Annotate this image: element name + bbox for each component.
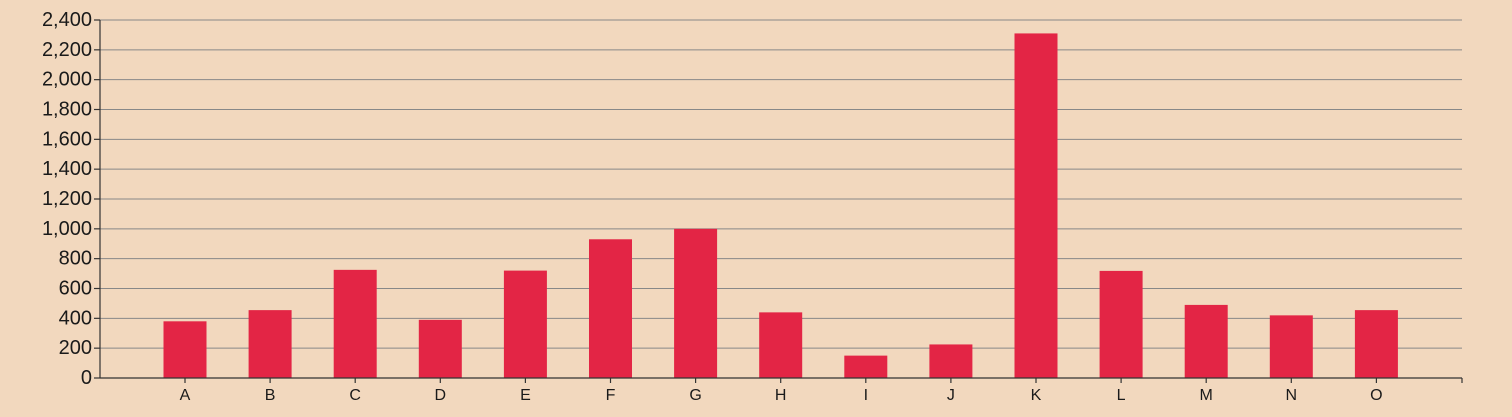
bar-g	[674, 228, 718, 378]
bar-o	[1354, 310, 1398, 378]
y-tick-label: 600	[59, 278, 92, 300]
bar-f	[589, 239, 632, 378]
x-tick-label: C	[349, 387, 361, 404]
bar-c	[333, 269, 377, 378]
y-tick-label: 1,400	[42, 158, 92, 180]
bar-h	[759, 312, 803, 378]
bar-e	[503, 270, 547, 378]
x-tick-label: M	[1200, 387, 1213, 404]
y-axis-tick-labels: 0 200 400 600 800 1,000 1,200 1,400 1,600 1,800 2,…	[42, 9, 100, 389]
x-axis-tick-labels: A B C D E F G H I J K L M N O	[180, 378, 1383, 404]
y-tick-label: 2,200	[42, 39, 92, 61]
y-tick-label: 1,600	[42, 128, 92, 150]
x-tick-label: H	[775, 387, 787, 404]
y-tick-label: 1,000	[42, 218, 92, 240]
bar-l	[1099, 270, 1143, 378]
x-tick-label: F	[606, 387, 616, 404]
x-tick-label: D	[435, 387, 447, 404]
bar-d	[418, 319, 462, 378]
y-tick-label: 1,200	[42, 188, 92, 210]
y-tick-label: 2,000	[42, 69, 92, 91]
x-tick-label: G	[689, 387, 701, 404]
x-tick-label: N	[1286, 387, 1298, 404]
x-tick-label: A	[180, 387, 191, 404]
x-tick-label: L	[1117, 387, 1126, 404]
x-tick-label: I	[864, 387, 868, 404]
bar-b	[248, 310, 292, 378]
y-tick-label: 0	[81, 367, 92, 389]
y-tick-label: 200	[59, 337, 92, 359]
y-tick-label: 800	[59, 248, 92, 270]
bar-i	[844, 355, 888, 378]
bars	[163, 33, 1398, 379]
bar-a	[163, 321, 207, 378]
x-tick-label: E	[520, 387, 531, 404]
bar-k	[1014, 33, 1058, 379]
x-tick-label: K	[1031, 387, 1042, 404]
y-tick-label: 2,400	[42, 9, 92, 31]
x-tick-label: B	[265, 387, 276, 404]
y-tick-label: 400	[59, 307, 92, 329]
x-tick-label: O	[1370, 387, 1382, 404]
bar-m	[1184, 304, 1228, 378]
x-tick-label: J	[947, 387, 955, 404]
bar-j	[929, 344, 973, 378]
bar-n	[1269, 315, 1313, 378]
y-tick-label: 1,800	[42, 99, 92, 121]
